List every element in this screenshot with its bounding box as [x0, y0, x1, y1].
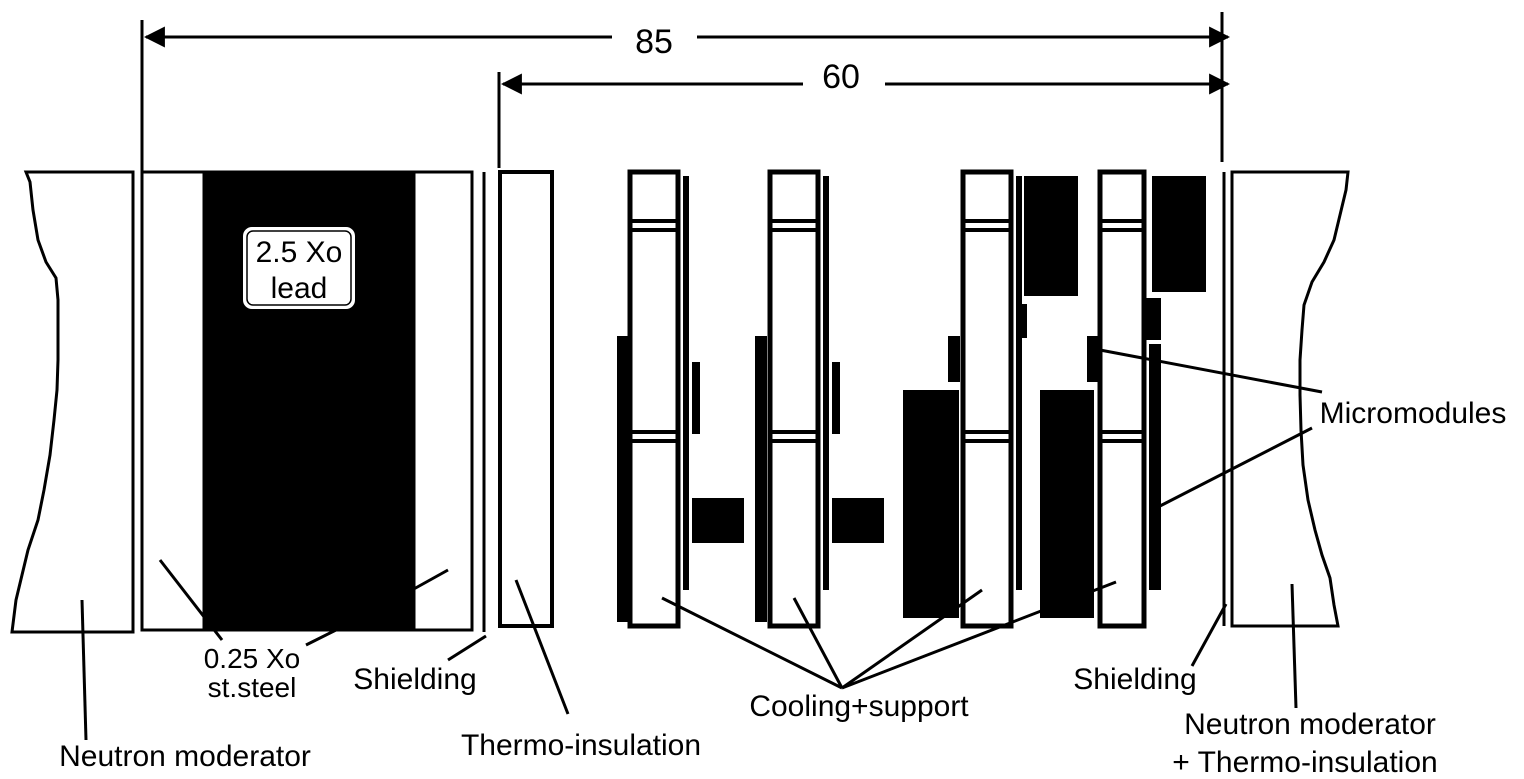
- micromodule: [692, 362, 700, 434]
- detector-plane-1: [617, 169, 744, 629]
- micromodule: [617, 336, 629, 622]
- micromodule: [1024, 176, 1078, 296]
- neutron-moderator-left: [10, 170, 135, 634]
- steel-layer-right: [412, 170, 474, 632]
- micromodule: [832, 498, 884, 543]
- detector-plane-2: [755, 169, 884, 629]
- micromodule: [755, 336, 767, 622]
- micromodule: [1149, 344, 1161, 590]
- micromodule: [692, 498, 744, 543]
- dimension-60-label: 60: [822, 58, 860, 96]
- dimension-85: 85: [140, 12, 1231, 172]
- shielding-right-label: Shielding: [1073, 663, 1196, 696]
- micromodule: [948, 336, 960, 382]
- neutron-moderator-left-label: Neutron moderator: [59, 740, 311, 773]
- micromodules-label: Micromodules: [1320, 397, 1507, 430]
- lead-label-line2: lead: [271, 272, 328, 305]
- micromodule: [1152, 176, 1206, 292]
- lead-label-line1: 2.5 Xo: [256, 236, 343, 269]
- thermo-insulation-label: Thermo-insulation: [461, 729, 701, 762]
- cooling-support-frame: [767, 169, 821, 629]
- cooling-support-frame: [960, 169, 1014, 629]
- thermo-insulation-plate: [498, 170, 554, 628]
- cooling-support-label: Cooling+support: [749, 690, 969, 723]
- micromodule: [1020, 304, 1027, 338]
- neutron-moderator-right-label-line1: Neutron moderator: [1184, 708, 1436, 741]
- micromodule: [1087, 336, 1099, 382]
- dimension-60: 60: [497, 58, 1231, 168]
- steel-layer-left: [140, 170, 206, 632]
- steel-label-line1: 0.25 Xo: [204, 643, 301, 674]
- neutron-moderator-right: [1230, 170, 1350, 628]
- micromodule: [832, 362, 840, 434]
- detector-plane-3: [903, 169, 1078, 629]
- dimension-85-label: 85: [635, 23, 673, 61]
- micromodule: [1040, 390, 1094, 618]
- micromodule: [903, 390, 959, 618]
- shielding-left-label: Shielding: [353, 663, 476, 696]
- lead-label: 2.5 Xo lead: [243, 227, 355, 309]
- leader-lines: [80, 348, 1323, 741]
- cooling-support-frame: [627, 169, 681, 629]
- micromodule: [1145, 298, 1161, 340]
- neutron-moderator-right-label-line2: + Thermo-insulation: [1172, 746, 1437, 779]
- cooling-support-frame: [1097, 169, 1147, 629]
- steel-label-line2: st.steel: [208, 672, 297, 703]
- detector-plane-4: [1040, 169, 1206, 629]
